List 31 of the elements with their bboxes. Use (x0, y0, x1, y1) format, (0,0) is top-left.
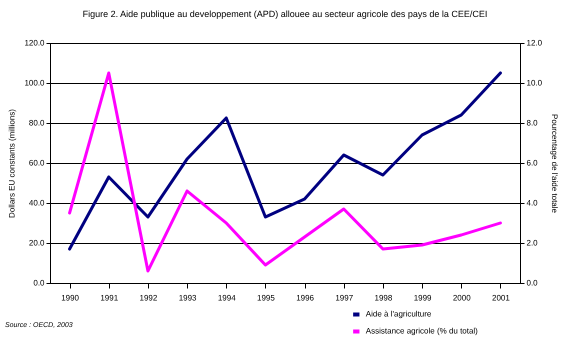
x-tick-label: 2001 (492, 294, 510, 302)
y-tick-label: 120.0 (24, 38, 46, 48)
x-tick-label: 1999 (414, 294, 432, 302)
y2-tick-label: 6.0 (526, 158, 538, 168)
y2-axis-title: Pourcentage de l'aide totale (550, 114, 560, 214)
y2-tick-label: 2.0 (526, 238, 538, 248)
y-axis-title: Dollars EU constants (millions) (7, 108, 16, 218)
y-tick-label: 80.0 (28, 118, 46, 128)
x-tick-label: 1990 (61, 294, 80, 302)
y2-tick-label: 12.0 (526, 38, 543, 48)
x-tick-label: 1992 (140, 294, 158, 302)
y2-tick-label: 0.0 (526, 278, 538, 288)
x-tick-label: 1997 (335, 294, 354, 302)
legend-label: Assistance agricole (% du total) (366, 326, 478, 336)
y-tick-label: 20.0 (28, 238, 46, 248)
x-tick-label: 1998 (374, 294, 393, 302)
chart-title: Figure 2. Aide publique au developpement (APD) allouee au secteur agricole des pays de la CEE/CEI (82, 9, 488, 19)
y-tick-label: 60.0 (28, 158, 46, 168)
x-tick-label: 1995 (257, 294, 276, 302)
y-tick-label: 0.0 (33, 278, 46, 288)
x-tick-label: 2000 (452, 294, 472, 302)
x-tick-label: 1994 (218, 294, 236, 302)
legend-label: Aide à l'agriculture (366, 310, 432, 318)
y2-tick-label: 8.0 (526, 118, 538, 128)
y-tick-label: 40.0 (28, 198, 46, 208)
y2-tick-label: 10.0 (526, 78, 543, 88)
x-tick-label: 1996 (296, 294, 315, 302)
y-tick-label: 100.0 (24, 78, 46, 88)
x-tick-label: 1993 (178, 294, 198, 302)
y2-tick-label: 4.0 (526, 198, 538, 208)
x-tick-label: 1991 (100, 294, 119, 302)
